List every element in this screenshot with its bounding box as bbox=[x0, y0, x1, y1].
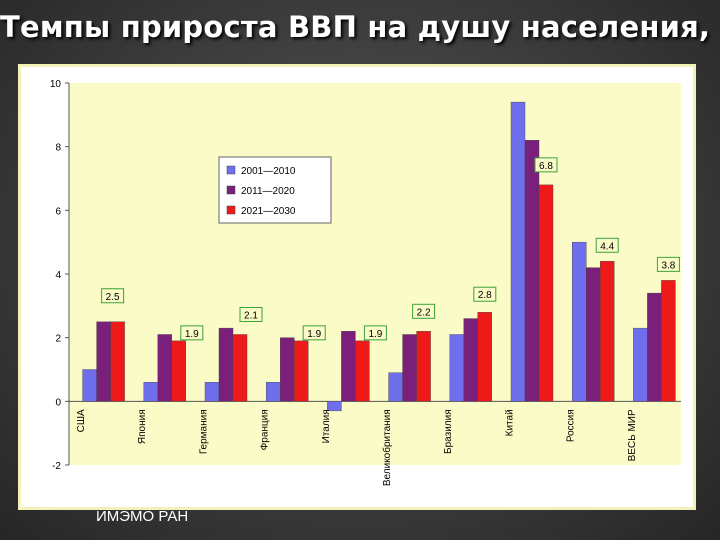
y-tick-label: 0 bbox=[55, 397, 61, 408]
legend-swatch bbox=[226, 185, 236, 195]
y-tick-label: 6 bbox=[55, 206, 61, 217]
data-label: 2.8 bbox=[478, 290, 492, 301]
data-label-box bbox=[302, 325, 326, 341]
y-tick-label: 2 bbox=[55, 334, 61, 345]
data-label-box bbox=[101, 288, 125, 304]
bar bbox=[110, 321, 125, 402]
legend-swatch bbox=[226, 165, 236, 175]
bar-chart: -2 0 2 4 6 8 10 США Япония Германия Франция Италия В… bbox=[50, 79, 681, 486]
bar bbox=[82, 369, 97, 402]
y-tick-label: 10 bbox=[50, 79, 62, 90]
bar bbox=[477, 311, 492, 402]
data-label-box bbox=[534, 157, 558, 173]
data-label: 2.2 bbox=[417, 307, 431, 318]
category-label: Япония bbox=[137, 409, 148, 444]
bar bbox=[96, 321, 111, 402]
bar bbox=[218, 327, 234, 402]
data-label: 6.8 bbox=[539, 161, 553, 172]
bar bbox=[647, 292, 662, 402]
category-label: Бразилия bbox=[443, 409, 454, 454]
legend-label: 2021—2030 bbox=[241, 206, 296, 217]
data-label: 1.9 bbox=[185, 329, 199, 340]
category-label: Франция bbox=[260, 409, 271, 450]
bar bbox=[265, 382, 281, 402]
bar bbox=[661, 280, 676, 402]
bar bbox=[327, 401, 342, 412]
y-tick-label: 4 bbox=[55, 270, 61, 281]
bar bbox=[143, 382, 159, 402]
legend-box bbox=[218, 156, 332, 224]
data-label: 1.9 bbox=[307, 329, 321, 340]
bar bbox=[171, 340, 187, 402]
category-label: США bbox=[76, 409, 87, 432]
bar bbox=[524, 140, 540, 402]
bar bbox=[463, 318, 478, 402]
bar bbox=[341, 331, 356, 402]
bar bbox=[402, 334, 417, 402]
data-label-box bbox=[656, 256, 680, 272]
legend-label: 2011—2020 bbox=[241, 186, 295, 197]
bar bbox=[538, 184, 554, 402]
bar bbox=[157, 334, 173, 402]
bar bbox=[355, 340, 370, 402]
y-tick-label: -2 bbox=[52, 461, 61, 472]
data-label-box bbox=[363, 325, 387, 341]
data-label: 1.9 bbox=[368, 329, 382, 340]
data-label: 2.5 bbox=[106, 292, 120, 303]
data-label-box bbox=[180, 325, 204, 341]
data-label: 3.8 bbox=[661, 260, 675, 271]
data-label-box bbox=[473, 286, 497, 302]
data-label: 4.4 bbox=[600, 241, 614, 252]
data-label: 2.1 bbox=[244, 310, 258, 321]
bar bbox=[294, 340, 309, 402]
category-label: Великобритания bbox=[381, 409, 393, 486]
bar bbox=[449, 334, 464, 402]
category-label: Россия bbox=[566, 409, 577, 442]
legend-label: 2001—2010 bbox=[241, 166, 296, 177]
bar bbox=[416, 331, 431, 402]
category-label: Китай bbox=[504, 409, 515, 436]
data-label-box bbox=[239, 306, 263, 322]
bar bbox=[633, 327, 648, 402]
category-label: ВЕСЬ МИР bbox=[627, 409, 638, 461]
source-label: ИМЭМО РАН bbox=[96, 508, 189, 525]
bar bbox=[204, 382, 220, 402]
legend-swatch bbox=[226, 205, 236, 215]
bar bbox=[572, 241, 587, 402]
bar bbox=[586, 267, 601, 402]
category-label: Германия bbox=[198, 409, 209, 454]
bar bbox=[600, 261, 615, 402]
bar bbox=[388, 372, 403, 402]
bar bbox=[232, 334, 248, 402]
bar bbox=[510, 101, 526, 402]
data-label-box bbox=[595, 237, 619, 253]
category-label: Италия bbox=[321, 409, 332, 443]
y-tick-label: 8 bbox=[55, 143, 61, 154]
chart-frame: -2 0 2 4 6 8 10 США Япония Германия Франция Италия В… bbox=[18, 64, 696, 510]
bar bbox=[280, 337, 295, 402]
data-label-box bbox=[412, 303, 436, 319]
slide-title: Темпы прироста ВВП на душу населения, % bbox=[0, 10, 720, 44]
